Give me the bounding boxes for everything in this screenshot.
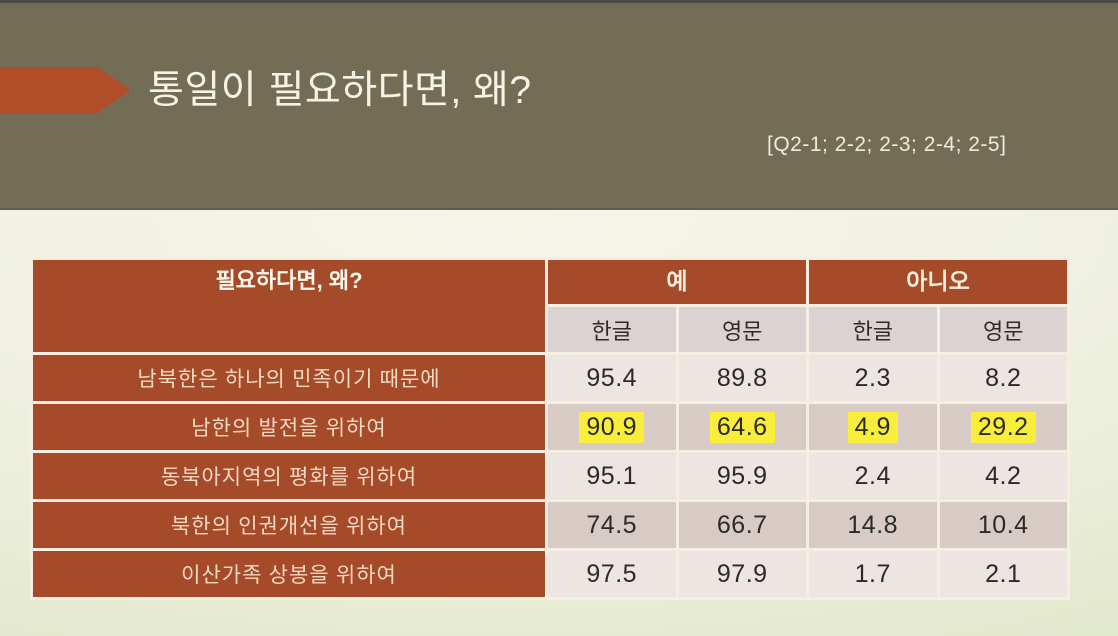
title-arrow-icon: [0, 67, 131, 113]
cell-value: 66.7: [678, 502, 806, 548]
table-row: 남북한은 하나의 민족이기 때문에 95.4 89.8 2.3 8.2: [33, 355, 1067, 401]
row-label: 남한의 발전을 위하여: [33, 404, 545, 450]
cell-value: 89.8: [678, 355, 806, 401]
question-reference: [Q2-1; 2-2; 2-3; 2-4; 2-5]: [767, 133, 1007, 156]
cell-value: 95.9: [678, 453, 806, 499]
subheader-no-korean: 한글: [809, 307, 937, 352]
row-label: 동북아지역의 평화를 위하여: [33, 453, 545, 499]
subheader-no-english: 영문: [939, 307, 1067, 352]
survey-results-table: 필요하다면, 왜? 예 아니오 한글 영문 한글 영문 남북한은 하나의 민족이…: [30, 257, 1070, 600]
cell-value: 1.7: [809, 551, 937, 597]
cell-value: 4.2: [939, 453, 1067, 499]
highlight-marker: 29.2: [970, 411, 1036, 443]
cell-value: 29.2: [939, 404, 1067, 450]
cell-value: 2.3: [809, 355, 937, 401]
highlight-marker: 90.9: [579, 411, 645, 443]
cell-value: 8.2: [939, 355, 1067, 401]
cell-value: 2.4: [809, 453, 937, 499]
cell-value: 90.9: [548, 404, 676, 450]
row-label: 북한의 인권개선을 위하여: [33, 502, 545, 548]
cell-value: 97.5: [548, 551, 676, 597]
table-row: 이산가족 상봉을 위하여 97.5 97.9 1.7 2.1: [33, 551, 1067, 597]
row-label: 남북한은 하나의 민족이기 때문에: [33, 355, 545, 401]
table-row: 북한의 인권개선을 위하여 74.5 66.7 14.8 10.4: [33, 502, 1067, 548]
slide-title: 통일이 필요하다면, 왜?: [148, 69, 532, 112]
table-row-highlighted: 남한의 발전을 위하여 90.9 64.6 4.9 29.2: [33, 404, 1067, 450]
highlight-marker: 64.6: [709, 411, 775, 443]
highlight-marker: 4.9: [847, 411, 898, 443]
cell-value: 95.4: [548, 355, 676, 401]
cell-value: 64.6: [678, 404, 806, 450]
table-row: 동북아지역의 평화를 위하여 95.1 95.9 2.4 4.2: [33, 453, 1067, 499]
cell-value: 2.1: [939, 551, 1067, 597]
row-label: 이산가족 상봉을 위하여: [33, 551, 545, 597]
cell-value: 10.4: [939, 502, 1067, 548]
cell-value: 74.5: [548, 502, 676, 548]
cell-value: 14.8: [809, 502, 937, 548]
slide-header-band: 통일이 필요하다면, 왜? [Q2-1; 2-2; 2-3; 2-4; 2-5]: [0, 0, 1118, 210]
slide-body: 필요하다면, 왜? 예 아니오 한글 영문 한글 영문 남북한은 하나의 민족이…: [0, 210, 1118, 636]
corner-header: 필요하다면, 왜?: [33, 260, 545, 352]
group-header-no: 아니오: [809, 260, 1067, 304]
subheader-yes-english: 영문: [678, 307, 806, 352]
table-subheader-row: 한글 영문 한글 영문: [33, 307, 1067, 352]
cell-value: 95.1: [548, 453, 676, 499]
group-header-yes: 예: [548, 260, 806, 304]
subheader-yes-korean: 한글: [548, 307, 676, 352]
cell-value: 97.9: [678, 551, 806, 597]
table-group-header-row: 필요하다면, 왜? 예 아니오: [33, 260, 1067, 352]
cell-value: 4.9: [809, 404, 937, 450]
